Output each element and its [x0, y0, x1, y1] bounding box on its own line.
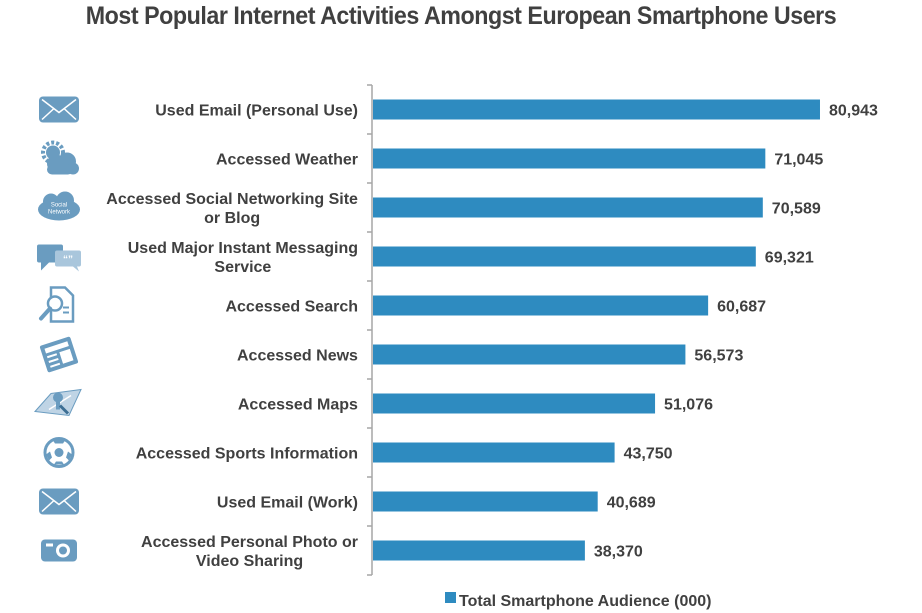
category-label: Accessed Maps: [238, 397, 358, 414]
category-label: Accessed News: [237, 348, 358, 365]
category-label-line: Accessed Sports Information: [136, 446, 358, 463]
category-label: Accessed Personal Photo or Video Sharing: [141, 534, 358, 570]
category-label-line: Service: [214, 259, 271, 276]
bar: [373, 540, 585, 561]
bar: [373, 442, 615, 463]
value-label: 69,321: [765, 250, 814, 267]
map-icon: [33, 388, 82, 417]
category-label: Used Major Instant Messaging Service: [128, 240, 358, 276]
category-labels: Used Email (Personal Use) Accessed Weathe…: [106, 103, 358, 571]
envelope-icon: [39, 96, 79, 123]
category-label-line: Used Email (Work): [217, 495, 358, 512]
category-label: Used Email (Personal Use): [155, 103, 358, 120]
bars: [373, 99, 820, 561]
chat-bubbles-icon: “”: [37, 244, 81, 272]
bar: [373, 295, 709, 316]
category-label: Accessed Sports Information: [136, 446, 358, 463]
category-label: Accessed Search: [225, 299, 358, 316]
category-label-line: Accessed Maps: [238, 397, 358, 414]
envelope-icon: [39, 488, 79, 515]
camera-icon: [41, 539, 77, 562]
value-label: 38,370: [594, 544, 643, 561]
svg-text:Social: Social: [51, 203, 67, 209]
soccer-ball-icon: [43, 437, 75, 468]
value-label: 60,687: [717, 299, 766, 316]
category-label-line: Used Major Instant Messaging: [128, 240, 358, 257]
value-label: 70,589: [772, 201, 821, 218]
svg-text:Network: Network: [48, 210, 71, 216]
legend-label: Total Smartphone Audience (000): [459, 593, 711, 610]
category-label-line: Video Sharing: [196, 553, 303, 570]
bar: [373, 393, 656, 414]
bar: [373, 99, 820, 120]
svg-text:“”: “”: [63, 255, 73, 266]
bar: [373, 148, 766, 169]
value-label: 51,076: [664, 397, 713, 414]
legend: Total Smartphone Audience (000): [445, 592, 711, 610]
category-label-line: Accessed Personal Photo or: [141, 534, 358, 551]
legend-swatch: [445, 592, 456, 603]
category-label-line: or Blog: [204, 210, 260, 227]
category-label-line: Accessed News: [237, 348, 358, 365]
search-document-icon: [39, 286, 75, 323]
value-labels: 80,943 71,045 70,589 69,321 60,687 56,573 51,0…: [594, 103, 878, 561]
bar: [373, 197, 763, 218]
category-label: Accessed Weather: [216, 152, 358, 169]
category-label-line: Accessed Search: [225, 299, 358, 316]
chart-title: Most Popular Internet Activities Amongst…: [85, 2, 837, 30]
category-label-line: Used Email (Personal Use): [155, 103, 358, 120]
bar: [373, 246, 756, 267]
category-label-line: Accessed Social Networking Site: [106, 191, 358, 208]
value-label: 43,750: [624, 446, 673, 463]
bar: [373, 491, 598, 512]
newspaper-icon: [39, 336, 79, 373]
value-label: 40,689: [607, 495, 656, 512]
category-label-line: Accessed Weather: [216, 152, 358, 169]
category-label: Used Email (Work): [217, 495, 358, 512]
value-label: 71,045: [774, 152, 823, 169]
category-label: Accessed Social Networking Site or Blog: [106, 191, 358, 227]
weather-icon: [41, 140, 79, 175]
value-label: 56,573: [694, 348, 743, 365]
value-label: 80,943: [829, 103, 878, 120]
bar: [373, 344, 686, 365]
category-axis: [367, 84, 373, 576]
